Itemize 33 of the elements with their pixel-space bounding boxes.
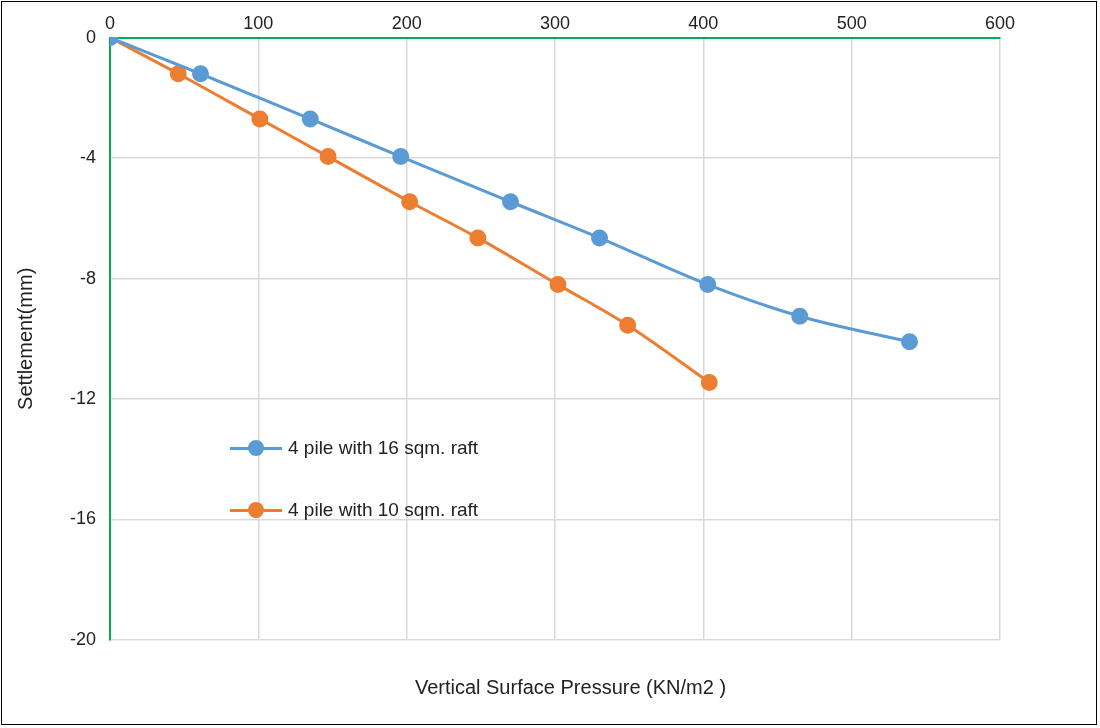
point <box>251 110 269 128</box>
y-tick-label: -8 <box>80 267 97 288</box>
point <box>699 276 717 294</box>
x-tick-label: 100 <box>243 12 274 33</box>
x-tick-label: 0 <box>105 12 116 33</box>
point <box>591 229 609 247</box>
y-tick-label: -16 <box>70 508 97 529</box>
point <box>169 65 187 83</box>
point <box>192 65 209 83</box>
point <box>791 307 809 325</box>
point <box>319 148 337 166</box>
point <box>901 333 919 351</box>
point <box>469 229 487 247</box>
x-tick-label: 500 <box>836 12 867 33</box>
point <box>700 373 718 391</box>
point <box>619 316 637 334</box>
point <box>301 110 319 128</box>
x-tick-label: 400 <box>688 12 719 33</box>
legend-label: 4 pile with 10 sqm. raft <box>288 499 479 521</box>
point <box>502 193 520 211</box>
point <box>392 148 410 166</box>
point <box>401 193 419 211</box>
y-tick-label: -4 <box>80 147 97 168</box>
y-tick-label: 0 <box>86 26 97 47</box>
y-tick-label: -12 <box>70 388 97 409</box>
x-tick-label: 200 <box>391 12 422 33</box>
x-axis-title: Vertical Surface Pressure (KN/m2 ) <box>413 676 728 699</box>
x-tick-label: 600 <box>984 12 1016 33</box>
point <box>549 276 567 294</box>
legend-label: 4 pile with 16 sqm. raft <box>288 437 479 459</box>
x-tick-label: 300 <box>539 12 571 33</box>
y-tick-label: -20 <box>70 628 97 649</box>
y-axis-title: Settlement(mm) <box>13 267 36 410</box>
